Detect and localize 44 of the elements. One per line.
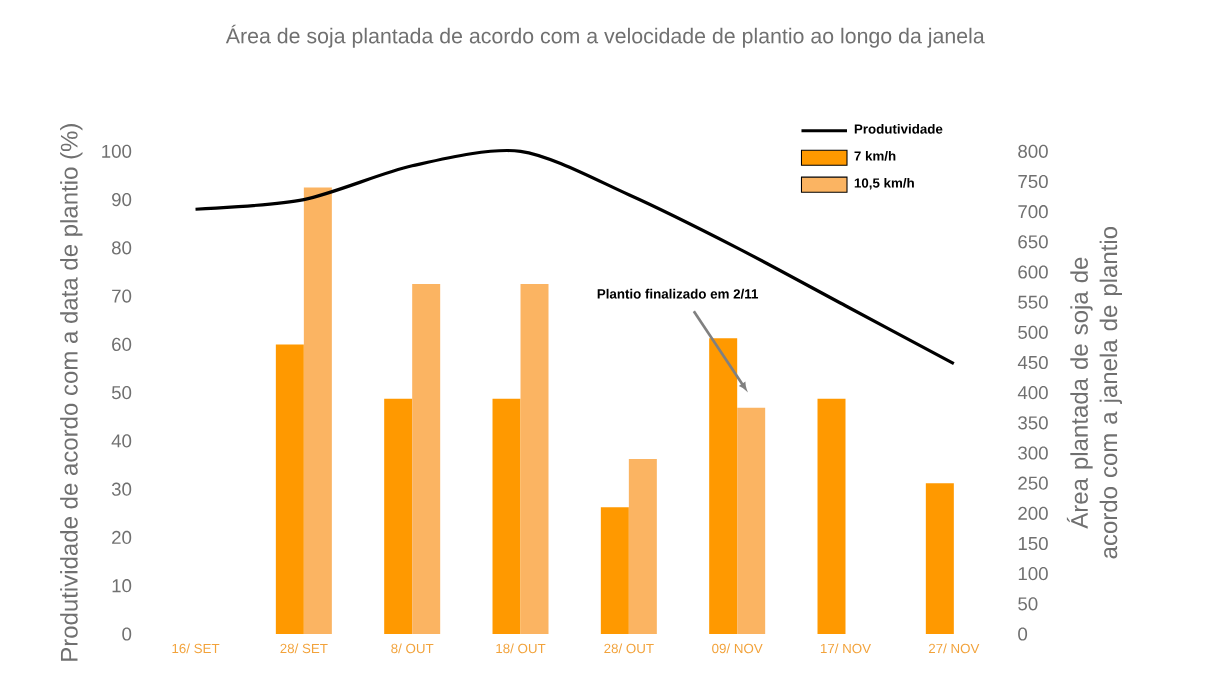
bar	[303, 187, 332, 634]
bar	[520, 284, 549, 634]
y-tick-label: 70	[112, 289, 132, 303]
bar	[492, 398, 521, 634]
y-tick-label: 80	[111, 241, 132, 255]
y-tick-label: 30	[111, 482, 132, 496]
bar	[384, 398, 413, 634]
y2-tick-label: 700	[1018, 205, 1048, 219]
y2-tick-label: 750	[1018, 174, 1048, 189]
y2-tick-label: 250	[1018, 476, 1048, 490]
chart-title: Área de soja plantada de acordo com a velocidade de plantio ao longo da janela	[225, 24, 985, 48]
y2-tick-label: 400	[1017, 386, 1048, 400]
bar	[817, 398, 846, 634]
y-tick-label: 40	[111, 434, 132, 448]
y2-tick-label: 200	[1018, 506, 1048, 520]
y2-axis-title: Área plantada de soja de acordo com a janela de plantio	[1066, 226, 1122, 559]
bar	[709, 338, 738, 634]
y2-tick-label: 100	[1018, 567, 1048, 581]
y2-tick-label: 800	[1018, 144, 1048, 158]
y2-tick-label: 350	[1018, 416, 1048, 430]
y2-tick-label: 600	[1018, 265, 1048, 279]
y-axis-title: Produtividade de acordo com a data de plantio (%)	[60, 124, 83, 661]
y2-tick-label: 650	[1018, 235, 1048, 249]
y-tick-label: 10	[112, 579, 132, 593]
bar	[412, 284, 441, 634]
y2-tick-label: 550	[1018, 295, 1048, 309]
y2-tick-label: 450	[1017, 355, 1048, 370]
y-tick-label: 20	[112, 530, 132, 545]
y-tick-label: 60	[112, 337, 132, 351]
y2-tick-label: 150	[1018, 536, 1048, 551]
bar	[628, 459, 657, 634]
bar	[600, 507, 629, 634]
y2-tick-label: 300	[1018, 446, 1048, 460]
y-tick-label: 50	[111, 386, 132, 400]
y2-tick-label: 0	[1018, 627, 1028, 641]
y-tick-label: 0	[122, 627, 132, 641]
y2-tick-label: 50	[1018, 597, 1038, 611]
line-series	[193, 148, 956, 366]
bar	[737, 407, 766, 634]
bar	[275, 344, 304, 634]
y2-tick-label: 500	[1018, 325, 1048, 339]
y-tick-label: 90	[112, 193, 132, 207]
bar	[925, 483, 954, 634]
y-tick-label: 100	[102, 144, 132, 158]
